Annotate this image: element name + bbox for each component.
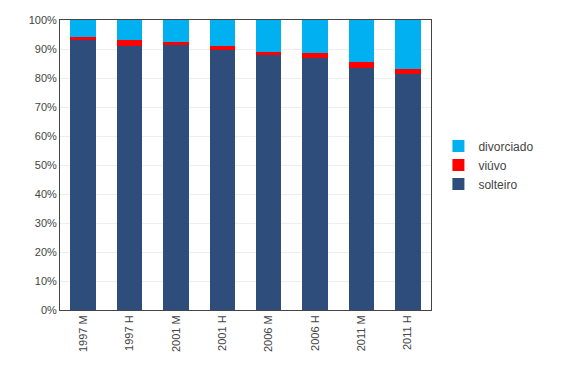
svg-text:50%: 50% — [35, 159, 57, 171]
svg-text:2001 M: 2001 M — [170, 315, 182, 352]
svg-text:1997 M: 1997 M — [77, 315, 89, 352]
svg-text:10%: 10% — [35, 275, 57, 287]
svg-text:0%: 0% — [41, 304, 57, 316]
svg-text:100%: 100% — [29, 14, 57, 26]
svg-text:30%: 30% — [35, 217, 57, 229]
svg-text:90%: 90% — [35, 43, 57, 55]
svg-text:2006 H: 2006 H — [309, 315, 321, 351]
svg-text:2006 M: 2006 M — [262, 315, 274, 352]
svg-text:1997 H: 1997 H — [123, 315, 135, 351]
svg-text:2011 M: 2011 M — [355, 315, 367, 351]
svg-text:solteiro: solteiro — [478, 178, 517, 192]
svg-text:2011 H: 2011 H — [401, 315, 413, 350]
svg-text:40%: 40% — [35, 188, 57, 200]
svg-text:viúvo: viúvo — [478, 159, 506, 173]
svg-text:70%: 70% — [35, 101, 57, 113]
svg-text:divorciado: divorciado — [478, 140, 533, 154]
svg-text:80%: 80% — [35, 72, 57, 84]
svg-text:60%: 60% — [35, 130, 57, 142]
svg-text:20%: 20% — [35, 246, 57, 258]
svg-text:2001 H: 2001 H — [216, 315, 228, 351]
